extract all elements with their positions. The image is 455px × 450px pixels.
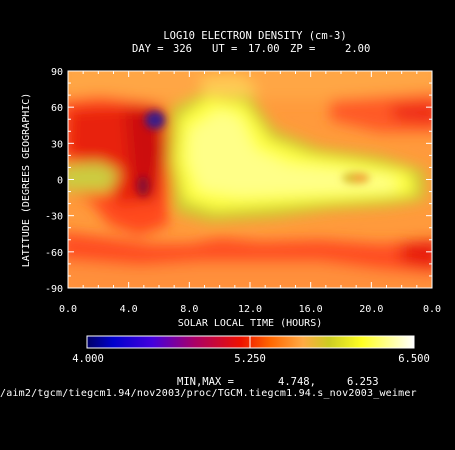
chart-title: LOG10 ELECTRON DENSITY (cm-3) xyxy=(163,30,346,42)
x-tick-labels: 0.0 4.0 8.0 12.0 16.0 20.0 0.0 xyxy=(59,304,441,315)
colorbar-min-label: 4.000 xyxy=(72,353,104,365)
x-tick-label: 12.0 xyxy=(238,304,262,315)
colorbar-max-label: 6.500 xyxy=(398,353,430,365)
y-tick-label: 60 xyxy=(51,103,63,114)
x-tick-label: 16.0 xyxy=(299,304,323,315)
y-axis-label: LATITUDE (DEGREES GEOGRAPHIC) xyxy=(21,93,32,268)
x-tick-label: 4.0 xyxy=(120,304,138,315)
y-tick-label: -60 xyxy=(45,248,63,259)
y-tick-label: 90 xyxy=(51,67,63,78)
source-file-path: /aim2/tgcm/tiegcm1.94/nov2003/proc/TGCM.… xyxy=(0,388,417,399)
x-axis-label: SOLAR LOCAL TIME (HOURS) xyxy=(178,318,323,329)
x-tick-label: 0.0 xyxy=(59,304,77,315)
y-tick-label: -30 xyxy=(45,212,63,223)
heatmap-field xyxy=(68,71,432,288)
chart-subtitle: DAY = 326 UT = 17.00 ZP = 2.00 xyxy=(132,43,370,55)
y-tick-label: 30 xyxy=(51,139,63,150)
y-tick-label: -90 xyxy=(45,284,63,295)
x-tick-label: 8.0 xyxy=(180,304,198,315)
y-tick-label: 0 xyxy=(57,176,63,187)
x-tick-label: 0.0 xyxy=(423,304,441,315)
x-tick-label: 20.0 xyxy=(359,304,383,315)
y-tick-labels: 90 60 30 0 -30 -60 -90 xyxy=(45,67,63,295)
colorbar-mid-label: 5.250 xyxy=(234,353,266,365)
axis-ticks xyxy=(67,70,433,289)
min-max-readout: MIN,MAX = 4.748, 6.253 xyxy=(177,376,379,388)
